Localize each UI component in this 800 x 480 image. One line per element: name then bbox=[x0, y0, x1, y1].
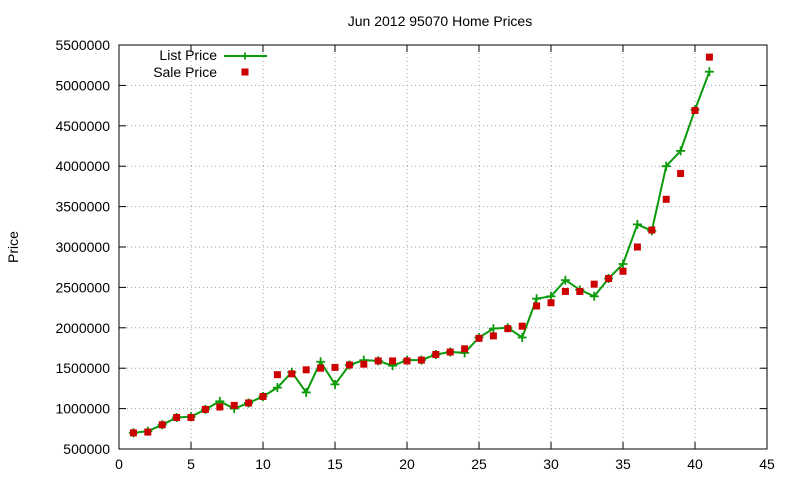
sale-price-point bbox=[273, 371, 281, 379]
y-tick-label: 4500000 bbox=[55, 118, 110, 134]
sale-price-point bbox=[518, 322, 526, 330]
y-tick-label: 2500000 bbox=[55, 279, 110, 295]
sale-price-point bbox=[633, 243, 641, 251]
y-tick-label: 1000000 bbox=[55, 401, 110, 417]
list-price-point bbox=[632, 219, 642, 229]
x-tick-label: 35 bbox=[615, 456, 631, 472]
sale-price-point bbox=[374, 357, 382, 365]
sale-price-point bbox=[245, 399, 253, 407]
series-layer bbox=[128, 53, 714, 438]
grid-layer bbox=[119, 45, 767, 449]
sale-price-point bbox=[489, 332, 497, 340]
sale-price-point bbox=[173, 413, 181, 421]
x-tick-label: 5 bbox=[187, 456, 195, 472]
sale-price-point bbox=[705, 53, 713, 61]
sale-price-point bbox=[504, 325, 512, 333]
list-price-point bbox=[676, 146, 686, 156]
sale-price-point bbox=[317, 364, 325, 372]
sale-price-point bbox=[288, 370, 296, 378]
sale-price-point bbox=[129, 429, 137, 437]
sale-price-point bbox=[691, 106, 699, 114]
sale-price-point bbox=[446, 348, 454, 356]
list-price-point bbox=[330, 379, 340, 389]
sale-price-point bbox=[360, 360, 368, 368]
list-price-point bbox=[301, 387, 311, 397]
x-tick-label: 40 bbox=[687, 456, 703, 472]
sale-price-point bbox=[590, 280, 598, 288]
chart-title: Jun 2012 95070 Home Prices bbox=[348, 13, 532, 29]
y-tick-label: 1500000 bbox=[55, 360, 110, 376]
sale-price-point bbox=[561, 287, 569, 295]
x-tick-label: 30 bbox=[543, 456, 559, 472]
x-tick-label: 0 bbox=[115, 456, 123, 472]
sale-price-point bbox=[461, 345, 469, 353]
sale-price-point bbox=[547, 299, 555, 307]
y-tick-label: 4000000 bbox=[55, 158, 110, 174]
list-price-point bbox=[704, 67, 714, 77]
sale-price-point bbox=[187, 413, 195, 421]
sale-price-point bbox=[201, 405, 209, 413]
sale-price-point bbox=[417, 356, 425, 364]
list-price-point bbox=[589, 291, 599, 301]
tick-layer: 500000 1000000 1500000 2000000 2500000 300000… bbox=[55, 37, 775, 472]
sale-price-point bbox=[403, 357, 411, 365]
list-price-point bbox=[661, 161, 671, 171]
y-tick-label: 5000000 bbox=[55, 77, 110, 93]
sale-price-point bbox=[475, 334, 483, 342]
x-tick-label: 10 bbox=[255, 456, 271, 472]
sale-price-point bbox=[331, 363, 339, 371]
x-tick-label: 20 bbox=[399, 456, 415, 472]
x-tick-label: 45 bbox=[759, 456, 775, 472]
sale-price-point bbox=[619, 267, 627, 275]
sale-price-point bbox=[648, 226, 656, 234]
sale-price-point bbox=[576, 287, 584, 295]
legend-label-sale-price: Sale Price bbox=[153, 64, 217, 80]
sale-price-point bbox=[605, 275, 613, 283]
sale-price-point bbox=[662, 195, 670, 203]
x-tick-label: 15 bbox=[327, 456, 343, 472]
legend-marker-list-price bbox=[241, 52, 249, 60]
sale-price-point bbox=[533, 302, 541, 310]
list-price-point bbox=[618, 259, 628, 269]
legend: List Price Sale Price bbox=[153, 47, 267, 80]
y-tick-label: 500000 bbox=[63, 441, 110, 457]
list-price-point bbox=[488, 324, 498, 334]
sale-price-point bbox=[216, 403, 224, 411]
y-tick-label: 3000000 bbox=[55, 239, 110, 255]
list-price-point bbox=[272, 383, 282, 393]
sale-price-point bbox=[144, 428, 152, 436]
sale-price-point bbox=[158, 421, 166, 429]
y-tick-label: 3500000 bbox=[55, 199, 110, 215]
sale-price-point bbox=[345, 361, 353, 369]
sale-price-point bbox=[432, 350, 440, 358]
list-price-point bbox=[560, 275, 570, 285]
sale-price-point bbox=[389, 357, 397, 365]
x-tick-label: 25 bbox=[471, 456, 487, 472]
y-axis-label: Price bbox=[5, 231, 21, 263]
legend-label-list-price: List Price bbox=[159, 47, 217, 63]
list-price-point bbox=[517, 332, 527, 342]
y-tick-label: 5500000 bbox=[55, 37, 110, 53]
list-price-point bbox=[532, 294, 542, 304]
plot-frame bbox=[118, 44, 768, 450]
y-tick-label: 2000000 bbox=[55, 320, 110, 336]
sale-price-point bbox=[230, 401, 238, 409]
sale-price-point bbox=[302, 366, 310, 374]
sale-price-point bbox=[259, 392, 267, 400]
sale-price-point bbox=[677, 169, 685, 177]
legend-marker-sale-price bbox=[241, 68, 249, 76]
